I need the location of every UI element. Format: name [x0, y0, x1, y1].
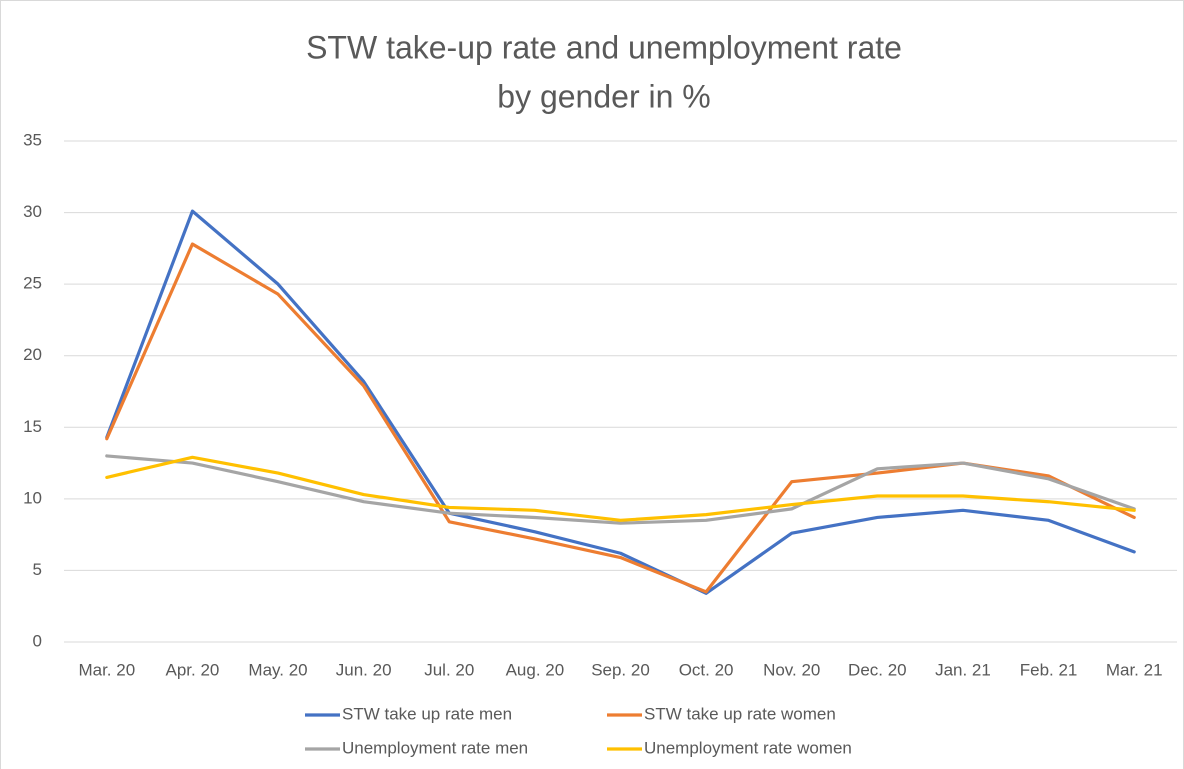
x-tick-label: Oct. 20 — [679, 660, 734, 679]
x-tick-label: Dec. 20 — [848, 660, 907, 679]
y-tick-label: 5 — [33, 560, 42, 579]
series-line — [105, 455, 1136, 522]
chart-title: by gender in % — [497, 78, 710, 114]
x-tick-label: Apr. 20 — [165, 660, 219, 679]
x-tick-label: Nov. 20 — [763, 660, 820, 679]
y-tick-label: 35 — [23, 130, 42, 149]
x-tick-label: Mar. 20 — [78, 660, 135, 679]
y-tick-label: 25 — [23, 274, 42, 293]
series-line — [105, 454, 1136, 525]
x-tick-label: May. 20 — [248, 660, 307, 679]
series-line — [105, 209, 1136, 595]
x-tick-label: Jul. 20 — [424, 660, 474, 679]
legend-label: STW take up rate men — [342, 704, 512, 723]
y-tick-label: 20 — [23, 345, 42, 364]
x-tick-label: Sep. 20 — [591, 660, 650, 679]
y-tick-label: 30 — [23, 202, 42, 221]
y-tick-label: 0 — [33, 631, 42, 650]
legend-label: Unemployment rate men — [342, 738, 528, 757]
y-tick-label: 10 — [23, 488, 42, 507]
y-tick-label: 15 — [23, 417, 42, 436]
legend-label: STW take up rate women — [644, 704, 836, 723]
x-tick-label: Jun. 20 — [336, 660, 392, 679]
x-tick-label: Feb. 21 — [1020, 660, 1078, 679]
chart-title: STW take-up rate and unemployment rate — [306, 29, 902, 65]
x-tick-label: Jan. 21 — [935, 660, 991, 679]
x-tick-label: Aug. 20 — [506, 660, 565, 679]
legend-label: Unemployment rate women — [644, 738, 852, 757]
x-tick-label: Mar. 21 — [1106, 660, 1163, 679]
